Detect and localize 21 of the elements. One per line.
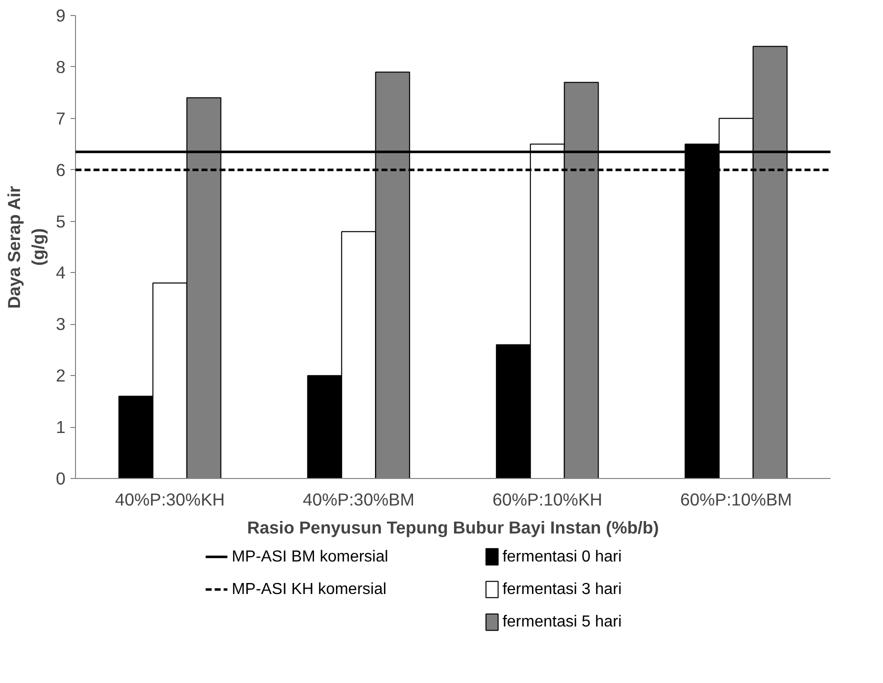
x-axis-title: Rasio Penyusun Tepung Bubur Bayi Instan (%b/b)	[247, 518, 659, 538]
x-tick-label: 60%P:10%KH	[492, 490, 602, 510]
legend-label: fermentasi 0 hari	[502, 548, 622, 566]
y-tick-label: 6	[56, 160, 66, 180]
y-tick-label: 9	[56, 6, 66, 26]
x-tick-label: 60%P:10%BM	[680, 490, 792, 510]
y-tick-label: 2	[56, 366, 66, 386]
legend-label: fermentasi 5 hari	[502, 614, 622, 631]
y-tick-label: 4	[56, 262, 66, 283]
legend-label: MP-ASI KH komersial	[232, 581, 386, 598]
legend-label: MP-ASI BM komersial	[232, 548, 388, 566]
legend-label: fermentasi 3 hari	[502, 581, 622, 598]
y-tick-label: 1	[56, 417, 66, 438]
y-axis-title: Daya Serap Air (g/g)	[4, 186, 48, 309]
x-tick-label: 40%P:30%KH	[114, 490, 225, 510]
y-tick-label: 0	[56, 468, 66, 488]
y-tick-label: 3	[56, 314, 66, 334]
x-tick-label: 40%P:30%BM	[302, 490, 414, 510]
y-tick-label: 8	[56, 56, 66, 77]
y-tick-label: 7	[56, 108, 66, 128]
y-tick-label: 5	[56, 211, 66, 232]
